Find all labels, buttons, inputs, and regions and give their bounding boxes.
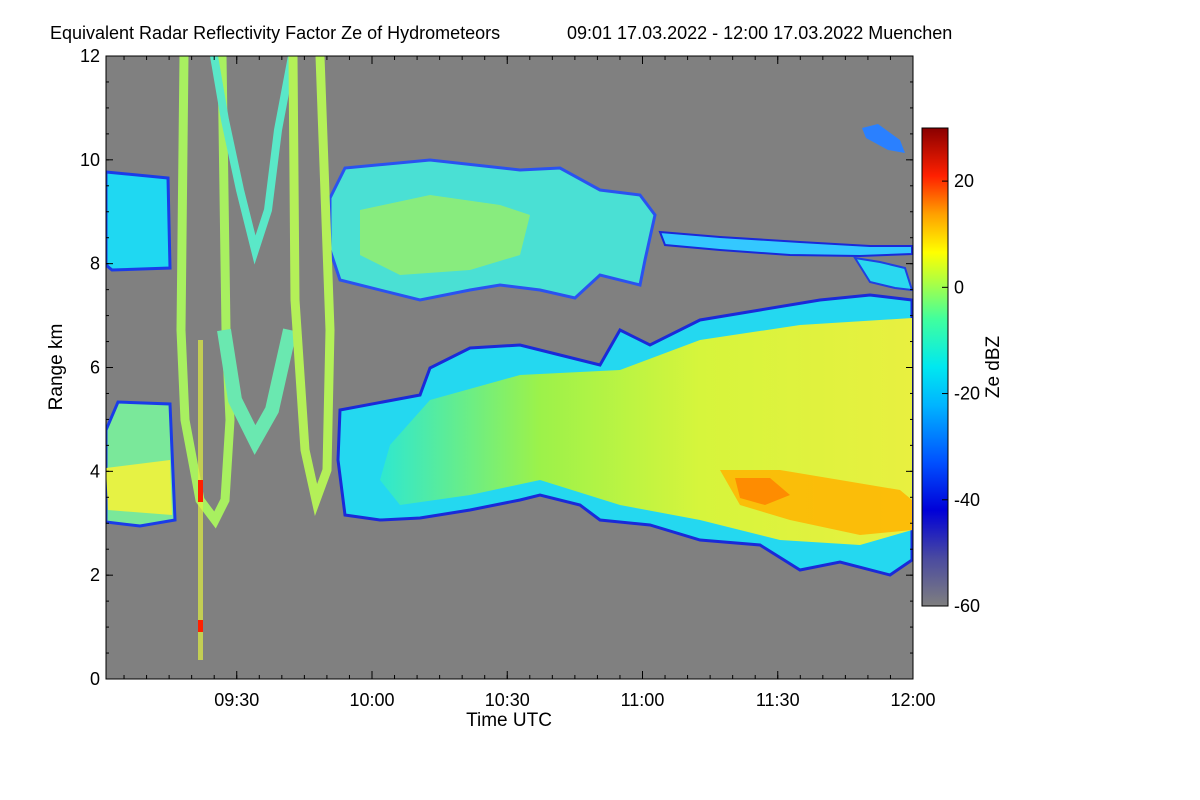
arc-4 (288, 56, 335, 517)
y-tick-label: 6 (90, 358, 100, 378)
clutter-spike-1 (198, 480, 203, 502)
region-lower-max-core (735, 478, 790, 505)
y-tick-label: 10 (80, 150, 100, 170)
x-tick-label: 09:30 (214, 690, 259, 710)
colorbar (921, 127, 949, 607)
y-tick-label: 4 (90, 461, 100, 481)
chart-subtitle: 09:01 17.03.2022 - 12:00 17.03.2022 Muen… (567, 23, 952, 43)
chart-title: Equivalent Radar Reflectivity Factor Ze … (50, 23, 500, 43)
y-axis: 0 2 4 6 8 10 12 (80, 46, 913, 689)
y-tick-label: 0 (90, 669, 100, 689)
colorbar-tick-label: -20 (954, 384, 980, 404)
y-axis-title: Range km (46, 324, 67, 411)
x-tick-label: 10:00 (349, 690, 394, 710)
x-tick-label: 10:30 (485, 690, 530, 710)
y-tick-label: 2 (90, 565, 100, 585)
x-axis: 09:30 10:00 10:30 11:00 11:30 12:00 (123, 56, 936, 710)
region-upper-early (106, 170, 172, 272)
arc-2 (210, 56, 296, 265)
y-tick-label: 8 (90, 254, 100, 274)
region-upper-thin (658, 230, 913, 258)
colorbar-tick-label: -60 (954, 596, 980, 616)
clutter-spike-2 (198, 620, 203, 632)
colorbar-tick-label: 20 (954, 171, 974, 191)
region-upper-fragment (862, 124, 905, 153)
x-axis-title: Time UTC (466, 710, 552, 731)
colorbar-tick-label: 0 (954, 277, 964, 297)
colorbar-title: Ze dBZ (983, 335, 1004, 398)
x-tick-label: 11:00 (621, 690, 665, 710)
y-tick-label: 12 (80, 46, 100, 66)
x-tick-label: 12:00 (890, 690, 935, 710)
region-upper-core (360, 195, 530, 275)
echo-regions (106, 56, 913, 660)
colorbar-ticks: 20 0 -20 -40 -60 (942, 171, 980, 616)
colorbar-tick-label: -40 (954, 490, 980, 510)
region-lower-early-core (106, 460, 172, 515)
x-tick-label: 11:30 (756, 690, 800, 710)
arc-3 (217, 328, 297, 455)
